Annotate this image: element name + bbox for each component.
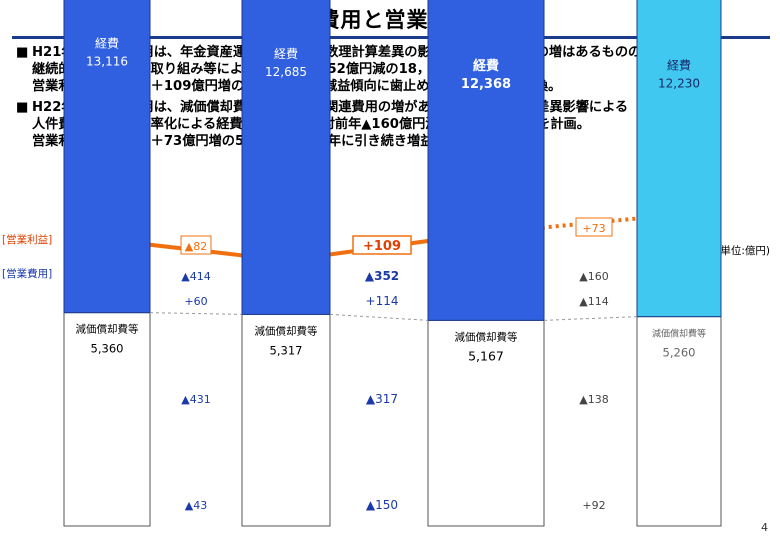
profit-delta-label: +73 — [582, 222, 605, 235]
change-depreciation-label: +92 — [582, 499, 605, 512]
depreciation-bar — [427, 319, 545, 527]
expense-bar-name: 経費 — [274, 46, 298, 61]
depreciation-bar-value: 5,260 — [663, 346, 696, 360]
profit-row-label: [営業利益] — [2, 233, 52, 246]
change-personnel-label: ▲114 — [579, 295, 608, 308]
expense-bar-name: 経費 — [95, 36, 119, 51]
change-total-label: ▲160 — [579, 270, 608, 283]
profit-delta-box — [575, 217, 613, 237]
change-depreciation-label: ▲150 — [366, 498, 398, 512]
change-expense-label: ▲431 — [181, 393, 210, 406]
expense-bar-value: 13,116 — [86, 55, 128, 69]
connector-depreciation — [149, 312, 243, 315]
unit-label: (単位:億円) — [716, 244, 770, 257]
depreciation-bar-name: 減価償却費等 — [455, 330, 518, 343]
depreciation-bar — [636, 316, 722, 527]
bullet-mark: ■ — [16, 45, 29, 60]
profit-delta-box — [180, 235, 212, 255]
change-depreciation-label: ▲43 — [185, 499, 207, 512]
expense-bar-value: 12,685 — [265, 65, 307, 79]
depreciation-bar-name: 減価償却費等 — [76, 323, 139, 336]
depreciation-bar-value: 5,317 — [270, 343, 303, 357]
change-expense-label: ▲138 — [579, 393, 608, 406]
change-total-label: ▲414 — [181, 270, 210, 283]
expense-bar — [241, 0, 331, 315]
expense-row-label: [営業費用] — [2, 267, 52, 280]
expense-bar — [427, 0, 545, 321]
depreciation-bar-value: 5,167 — [468, 348, 504, 363]
expense-bar-name: 経費 — [667, 57, 691, 72]
depreciation-bar — [241, 313, 331, 527]
change-expense-label: ▲317 — [366, 392, 398, 406]
connector-depreciation — [543, 316, 638, 321]
change-total-label: ▲352 — [365, 269, 399, 283]
change-personnel-label: +60 — [184, 295, 207, 308]
depreciation-bar-value: 5,360 — [91, 342, 124, 356]
expense-bar-name: 経費 — [473, 58, 499, 74]
profit-delta-box — [352, 235, 412, 255]
profit-delta-label: ▲82 — [185, 240, 207, 253]
page-number: 4 — [761, 521, 768, 534]
profit-delta-label: +109 — [363, 239, 401, 254]
title-rule — [12, 36, 770, 39]
expense-bar-value: 12,368 — [461, 77, 511, 92]
expense-bar — [636, 0, 722, 318]
expense-bar — [63, 0, 151, 314]
depreciation-bar — [63, 312, 151, 527]
connector-depreciation — [329, 313, 429, 321]
change-personnel-label: +114 — [366, 294, 399, 308]
depreciation-bar-name: 減価償却費等 — [652, 328, 706, 340]
expense-bar-value: 12,230 — [658, 76, 700, 90]
depreciation-bar-name: 減価償却費等 — [255, 324, 318, 337]
bullet-mark: ■ — [16, 100, 29, 115]
